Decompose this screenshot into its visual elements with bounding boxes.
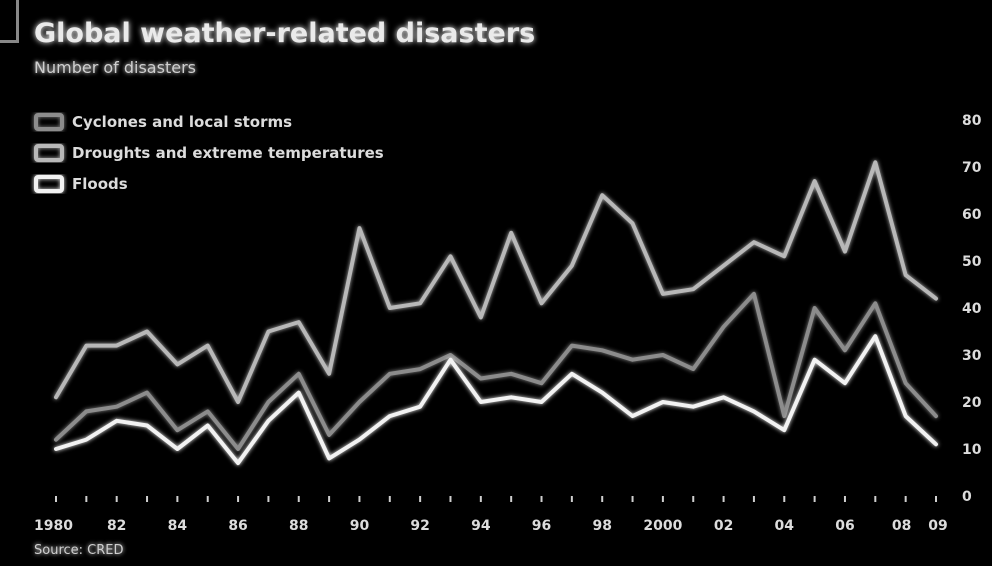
legend: Cyclones and local storms Droughts and ex… — [34, 113, 384, 193]
series-lines — [54, 160, 938, 466]
axes: 0 10 20 30 40 50 60 70 80 1980 82 84 86 88 90 92 94 96 98 2… — [34, 113, 982, 534]
y-tick-label: 30 — [962, 348, 982, 364]
legend-label: Floods — [72, 175, 128, 193]
chart-source: Source: CRED — [34, 543, 124, 558]
x-tick-label: 2000 — [643, 518, 682, 534]
x-tick-label: 92 — [410, 518, 429, 534]
y-tick-label: 40 — [962, 301, 982, 317]
x-tick-label: 94 — [471, 518, 491, 534]
x-tick-label: 02 — [714, 518, 733, 534]
series-line-1 — [54, 160, 938, 404]
x-tick-label: 88 — [289, 518, 308, 534]
series-line-2 — [54, 334, 938, 466]
legend-label: Droughts and extreme temperatures — [72, 144, 384, 162]
legend-swatch — [34, 144, 64, 162]
x-tick-label: 90 — [350, 518, 370, 534]
x-tick-label: 09 — [928, 518, 947, 534]
x-tick-label: 84 — [168, 518, 188, 534]
y-tick-label: 50 — [962, 254, 982, 270]
x-tick-label: 86 — [228, 518, 247, 534]
legend-swatch — [34, 175, 64, 193]
x-tick-label: 04 — [775, 518, 795, 534]
x-tick-label: 96 — [532, 518, 551, 534]
y-tick-label: 20 — [962, 395, 982, 411]
y-tick-label: 0 — [962, 489, 972, 505]
x-tick-label: 06 — [835, 518, 854, 534]
chart-title: Global weather-related disasters — [34, 18, 536, 49]
y-tick-label: 80 — [962, 113, 982, 129]
series-line-0 — [54, 291, 938, 451]
y-tick-label: 60 — [962, 207, 982, 223]
x-tick-label: 08 — [892, 518, 911, 534]
y-tick-label: 10 — [962, 442, 982, 458]
chart-subtitle: Number of disasters — [34, 58, 196, 77]
x-tick-label: 1980 — [34, 518, 73, 534]
corner-bracket — [0, 0, 19, 43]
y-tick-label: 70 — [962, 160, 982, 176]
x-tick-label: 82 — [107, 518, 126, 534]
x-tick-label: 98 — [592, 518, 611, 534]
legend-label: Cyclones and local storms — [72, 113, 292, 131]
legend-swatch — [34, 113, 64, 131]
